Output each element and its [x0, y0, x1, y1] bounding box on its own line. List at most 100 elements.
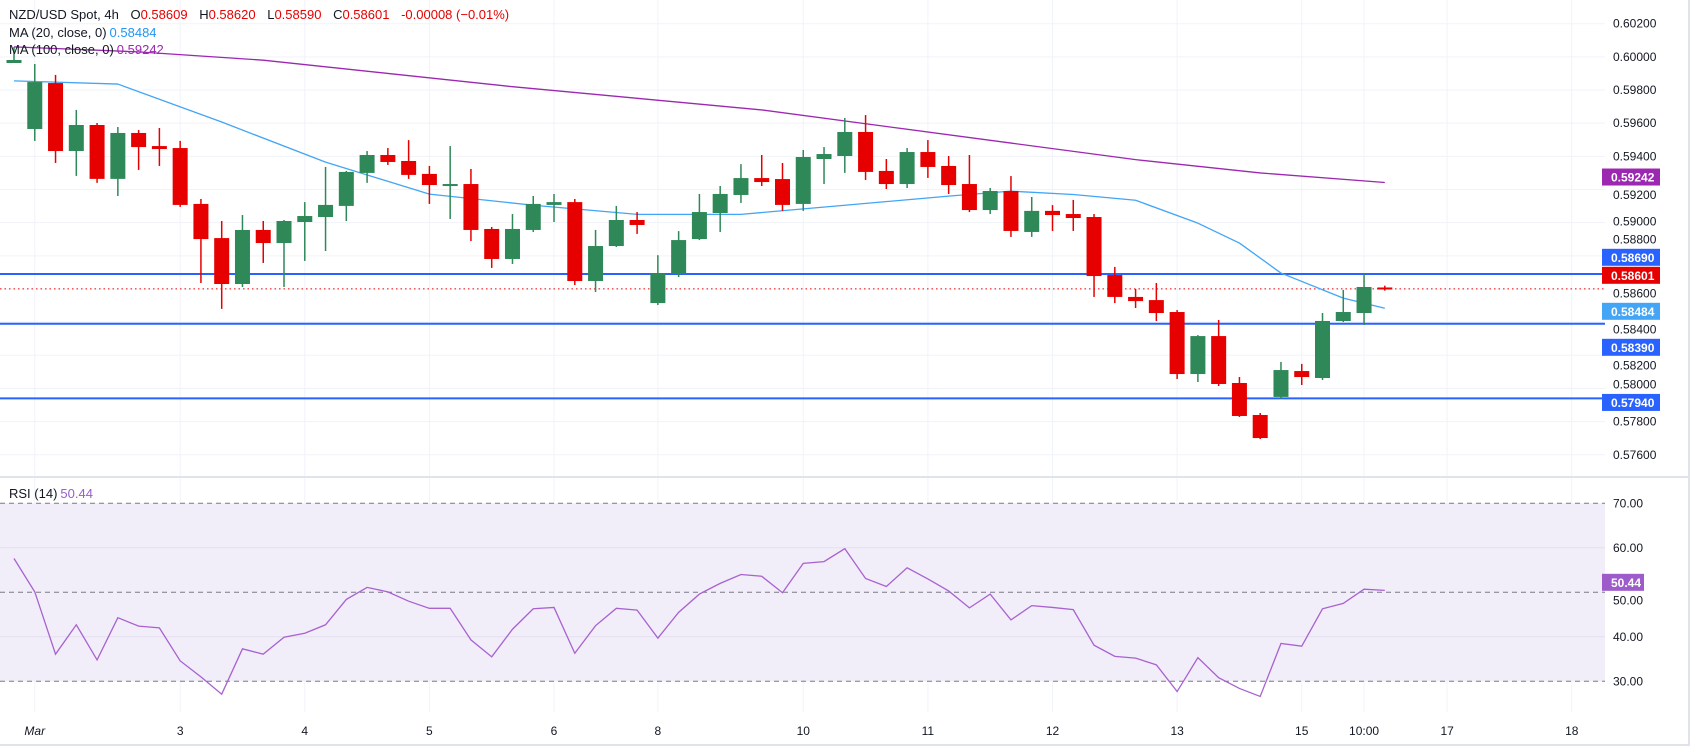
candle	[837, 118, 853, 173]
time-tick-label: 11	[922, 724, 935, 738]
candle-body	[1335, 312, 1351, 321]
candle-body	[816, 154, 832, 159]
time-tick-label: Mar	[24, 724, 46, 738]
rsi-value-badge	[1602, 573, 1644, 591]
ma20-legend[interactable]: MA (20, close, 0) 0.58484	[9, 25, 157, 41]
candle-body	[1024, 210, 1040, 232]
price-tick-label: 0.58000	[1613, 377, 1657, 391]
candle	[1356, 273, 1372, 325]
candle	[608, 205, 624, 248]
candle-body	[1190, 336, 1206, 375]
candle-body	[982, 190, 998, 211]
price-axis-badge	[1602, 338, 1660, 356]
candle-body	[68, 125, 84, 152]
price-axis-badge	[1602, 168, 1660, 186]
candle	[588, 229, 604, 292]
price-tick-label: 0.58800	[1613, 232, 1657, 246]
price-axis-badge-label: 0.58390	[1611, 341, 1655, 355]
ma100-legend[interactable]: MA (100, close, 0) 0.59242	[9, 42, 164, 58]
price-tick-label: 0.59000	[1613, 214, 1657, 228]
candle-body	[276, 221, 292, 244]
candle-body	[629, 220, 645, 225]
candle	[193, 198, 209, 284]
candle	[297, 202, 313, 261]
price-tick-label: 0.58200	[1613, 358, 1657, 372]
candle	[1211, 319, 1227, 386]
candle	[27, 63, 43, 141]
candle-body	[48, 83, 64, 152]
rsi-pane	[0, 502, 1605, 698]
low-value: 0.58590	[274, 7, 322, 22]
candle	[1086, 214, 1102, 297]
candle-body	[463, 184, 479, 230]
candle	[1003, 176, 1019, 237]
ma100-line	[13, 46, 1385, 184]
candle	[131, 129, 147, 170]
candle	[733, 164, 749, 203]
price-tick-label: 0.59600	[1613, 116, 1657, 130]
price-tick-label: 0.59200	[1613, 188, 1657, 202]
candle-body	[1086, 217, 1102, 277]
rsi-value-badge-label: 50.44	[1611, 576, 1641, 590]
open-label: O	[130, 7, 141, 22]
time-tick-label: 10	[797, 724, 811, 738]
candle-body	[338, 171, 354, 206]
candle	[941, 156, 957, 194]
candle-body	[795, 157, 811, 204]
candle	[380, 148, 396, 165]
candle	[816, 147, 832, 185]
rsi-tick-label: 70.00	[1613, 496, 1643, 510]
candle-body	[1294, 371, 1310, 378]
low-label: L	[267, 7, 275, 22]
candle-body	[421, 173, 437, 186]
candle-body	[837, 131, 853, 157]
candle	[463, 168, 479, 242]
price-axis-badge	[1602, 393, 1660, 411]
candle-body	[1273, 370, 1289, 397]
candle-body	[1377, 287, 1393, 290]
candle-body	[110, 132, 126, 179]
high-value: 0.58620	[208, 7, 256, 22]
candle-body	[1148, 300, 1164, 314]
candle-body	[588, 246, 604, 282]
candle	[1107, 266, 1123, 304]
rsi-tick-label: 50.00	[1613, 593, 1643, 607]
candle	[650, 255, 666, 306]
candle-body	[1315, 320, 1331, 379]
price-tick-label: 0.59800	[1613, 83, 1657, 97]
candle-body	[131, 132, 147, 148]
ma20-line	[13, 80, 1385, 309]
price-axis-badge	[1602, 266, 1660, 284]
candle	[338, 170, 354, 222]
candle-body	[671, 240, 687, 275]
candle-body	[504, 228, 520, 259]
candle	[359, 151, 375, 183]
symbol-legend: NZD/USD Spot, 4h O0.58609 H0.58620 L0.58…	[9, 7, 509, 23]
candle-body	[6, 60, 22, 63]
candle-body	[920, 152, 936, 167]
time-tick-label: 4	[301, 724, 308, 738]
candle-body	[941, 165, 957, 186]
price-pane	[0, 46, 1605, 440]
candle-body	[359, 155, 375, 173]
price-tick-label: 0.57600	[1613, 448, 1657, 462]
high-label: H	[199, 7, 209, 22]
time-tick-label: 5	[426, 724, 433, 738]
candle	[878, 158, 894, 190]
price-axis-badge-label: 0.57940	[1611, 396, 1655, 410]
candle	[525, 195, 541, 232]
candle-body	[214, 238, 230, 285]
time-tick-label: 8	[655, 724, 662, 738]
rsi-value: 50.44	[60, 486, 93, 501]
rsi-legend[interactable]: RSI (14) 50.44	[9, 486, 93, 502]
symbol-title[interactable]: NZD/USD Spot, 4h	[9, 7, 119, 22]
candle	[920, 140, 936, 178]
price-axis-badge	[1602, 302, 1660, 320]
candle-body	[484, 228, 500, 259]
candle-body	[1065, 214, 1081, 219]
candle-body	[401, 160, 417, 175]
price-axis-badge-label: 0.59242	[1611, 171, 1655, 185]
close-label: C	[333, 7, 343, 22]
